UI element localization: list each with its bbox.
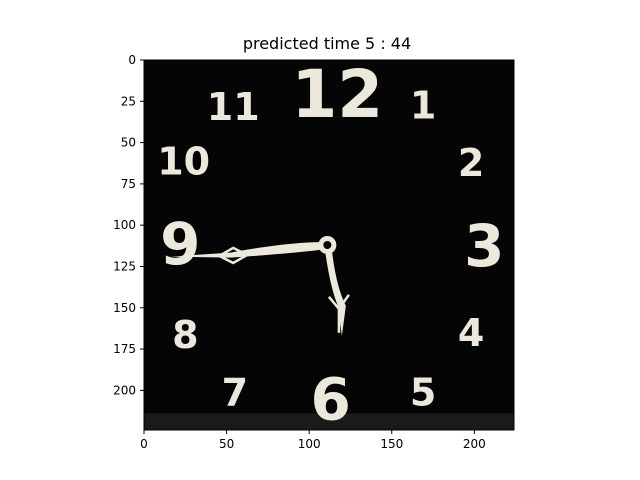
y-tick-label: 100	[113, 218, 136, 232]
axes-frame	[143, 59, 515, 431]
chart-title: predicted time 5 : 44	[243, 34, 411, 53]
clock-numeral-4: 4	[458, 311, 484, 355]
y-tick-label: 0	[128, 53, 136, 67]
image-bottom-strip	[144, 413, 514, 430]
minute-hand	[170, 241, 328, 258]
clock-numeral-6: 6	[310, 365, 350, 433]
y-tick-label: 50	[121, 136, 136, 150]
clock-image: 12 12 3 45 6 78 9 10 11	[144, 56, 514, 433]
clock-numeral-9: 9	[160, 210, 200, 278]
clock-numeral-7: 7	[222, 371, 248, 415]
x-tick-label: 200	[463, 437, 486, 451]
clock-numeral-3: 3	[464, 212, 504, 280]
y-tick-label: 125	[113, 259, 136, 273]
x-tick-label: 100	[298, 437, 321, 451]
clock-numeral-8: 8	[172, 313, 198, 357]
hour-hand-ornament	[327, 292, 350, 333]
clock-numeral-1: 1	[410, 83, 436, 127]
y-tick-label: 25	[121, 94, 136, 108]
x-tick-label: 0	[140, 437, 148, 451]
clock-numeral-2: 2	[458, 141, 484, 185]
y-tick-label: 75	[121, 177, 136, 191]
hand-pivot-hole	[323, 241, 332, 249]
hour-hand	[324, 245, 346, 336]
x-tick-label: 50	[219, 437, 234, 451]
clock-numeral-10: 10	[157, 139, 210, 183]
y-tick-label: 150	[113, 301, 136, 315]
clock-numeral-12: 12	[291, 56, 383, 133]
minute-hand-ornament	[216, 246, 250, 265]
x-tick-label: 150	[380, 437, 403, 451]
clock-hands	[170, 236, 350, 336]
clock-numeral-11: 11	[207, 85, 260, 129]
y-tick-label: 175	[113, 342, 136, 356]
clock-numeral-5: 5	[410, 371, 436, 415]
y-tick-label: 200	[113, 383, 136, 397]
